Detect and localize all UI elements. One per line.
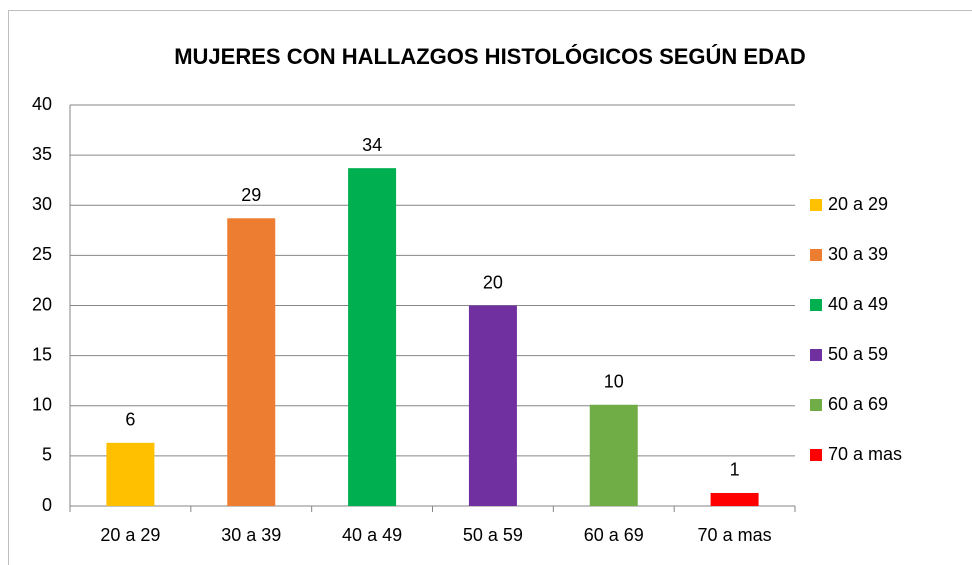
bar <box>710 492 759 506</box>
legend-label: 70 a mas <box>828 444 902 464</box>
legend-label: 40 a 49 <box>828 294 888 314</box>
bar <box>468 305 517 506</box>
data-label: 34 <box>362 135 382 155</box>
data-label: 1 <box>730 460 740 480</box>
data-label: 20 <box>483 272 503 292</box>
x-tick-label: 20 a 29 <box>100 525 160 545</box>
legend-label: 20 a 29 <box>828 194 888 214</box>
chart-title: MUJERES CON HALLAZGOS HISTOLÓGICOS SEGÚN… <box>174 44 806 69</box>
legend-swatch <box>810 349 822 361</box>
x-tick-label: 40 a 49 <box>342 525 402 545</box>
data-label: 10 <box>604 371 624 391</box>
bar <box>227 218 276 506</box>
x-tick-label: 50 a 59 <box>463 525 523 545</box>
legend-label: 50 a 59 <box>828 344 888 364</box>
legend-swatch <box>810 249 822 261</box>
x-tick-label: 60 a 69 <box>584 525 644 545</box>
legend-swatch <box>810 399 822 411</box>
y-tick-label: 20 <box>32 294 52 314</box>
y-tick-label: 35 <box>32 144 52 164</box>
data-label: 6 <box>125 410 135 430</box>
legend-swatch <box>810 449 822 461</box>
x-tick-label: 70 a mas <box>698 525 772 545</box>
bar <box>589 404 638 506</box>
legend-swatch <box>810 299 822 311</box>
y-tick-label: 5 <box>42 445 52 465</box>
legend-swatch <box>810 199 822 211</box>
y-tick-label: 15 <box>32 344 52 364</box>
data-label: 29 <box>241 185 261 205</box>
y-tick-label: 40 <box>32 94 52 114</box>
bar <box>106 442 155 506</box>
y-tick-label: 0 <box>42 495 52 515</box>
y-tick-label: 10 <box>32 395 52 415</box>
legend-label: 30 a 39 <box>828 244 888 264</box>
bar <box>348 168 397 506</box>
legend-label: 60 a 69 <box>828 394 888 414</box>
y-tick-label: 25 <box>32 244 52 264</box>
y-tick-label: 30 <box>32 194 52 214</box>
x-tick-label: 30 a 39 <box>221 525 281 545</box>
